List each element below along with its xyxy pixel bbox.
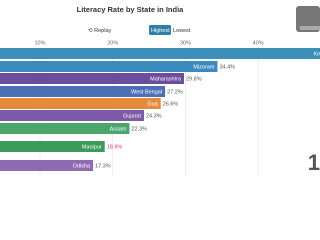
bar — [0, 73, 184, 84]
bar-category-label: Goa — [147, 101, 158, 107]
x-tick-label: 30% — [180, 40, 191, 46]
bar-category-label: Assam — [110, 126, 127, 132]
button-label[interactable]: Highest — [151, 28, 170, 34]
x-tick-label: 20% — [107, 40, 118, 46]
bar — [0, 141, 105, 152]
bar-value-label: 34.4% — [219, 64, 235, 70]
bar — [0, 48, 320, 59]
bar-value-label: 24.3% — [146, 113, 162, 119]
bar — [0, 98, 161, 109]
button[interactable]: ⟲ Replay — [88, 28, 112, 34]
x-tick-label: 40% — [253, 40, 264, 46]
button-label[interactable]: Lowest — [173, 28, 191, 34]
bar-category-label: West Bengal — [131, 89, 162, 95]
bar-value-label: 17.3% — [95, 163, 111, 169]
bar-value-label: 26.6% — [163, 101, 179, 107]
button[interactable]: Lowest — [173, 28, 191, 34]
bar — [0, 61, 218, 72]
bar — [0, 86, 166, 97]
chart: Literacy Rate by State in India ⟲ Replay… — [0, 4, 320, 175]
bar-category-label: Kerala — [313, 51, 320, 57]
x-tick-label: 10% — [34, 40, 45, 46]
bar — [0, 123, 130, 134]
bar-category-label: Mizoram — [193, 64, 215, 70]
bar-value-label: 22.3% — [131, 126, 147, 132]
bar — [0, 160, 94, 171]
scroll-gadget — [296, 6, 320, 32]
scroll-gadget-thumb — [300, 26, 320, 30]
bar-category-label: Manipur — [82, 144, 102, 150]
button-group: ⟲ Replay Highest Lowest — [88, 25, 191, 35]
bar-value-label: 18.9% — [107, 144, 123, 150]
grid: 10% 20% 30% 40% — [34, 40, 264, 175]
button-label[interactable]: ⟲ Replay — [88, 28, 112, 34]
bar — [0, 110, 144, 121]
bar-category-label: Maharashtra — [150, 76, 182, 82]
chart-title: Literacy Rate by State in India — [77, 5, 185, 14]
bar-category-label: Gujarat — [123, 113, 142, 119]
period-counter: 1 — [308, 150, 320, 175]
bar-category-label: Odisha — [73, 163, 91, 169]
button[interactable]: Highest — [149, 25, 171, 35]
bars: Kerala Mizoram 34.4% Maharashtra 29.8% West B… — [0, 48, 320, 171]
button-background — [149, 25, 171, 35]
bar-value-label: 29.8% — [186, 76, 202, 82]
bar-value-label: 27.2% — [167, 89, 183, 95]
